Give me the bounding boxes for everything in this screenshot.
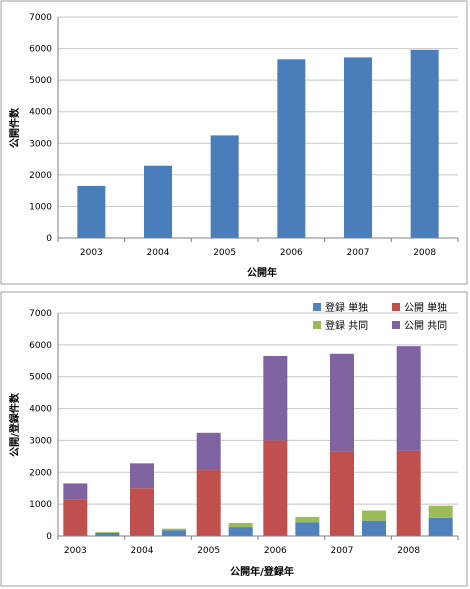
c2-legend-label: 登録 共同 — [325, 319, 368, 332]
chart2-y-tick-labels: 0 1000 2000 3000 4000 5000 6000 7000 — [29, 309, 52, 542]
c1-bar-2006 — [277, 59, 306, 239]
c1-y-tick-label: 2000 — [29, 171, 52, 181]
c1-x-tick-label: 2008 — [413, 248, 436, 258]
chart2-x-tick-labels: 2003 2004 2005 2006 2007 2008 — [64, 546, 421, 556]
c2-bar-2008-登録-共同 — [428, 505, 453, 518]
c2-bar-2007-公開-共同 — [330, 353, 354, 452]
c2-x-tick-label: 2003 — [64, 546, 87, 556]
c2-bar-2008-公開-共同 — [396, 346, 421, 451]
c2-y-tick-label: 0 — [46, 532, 52, 542]
c2-bar-2006-公開-単独 — [263, 440, 288, 536]
c2-bar-2006-登録-単独 — [295, 522, 320, 536]
c2-bar-2006-登録-共同 — [295, 516, 320, 523]
c1-y-tick-label: 1000 — [29, 202, 52, 212]
chart1-x-axis-title: 公開年 — [247, 266, 277, 279]
c2-y-tick-label: 5000 — [29, 373, 52, 383]
chart2-y-axis-title: 公開/登録件数 — [8, 392, 21, 457]
c2-bar-2004-公開-単独 — [130, 488, 154, 536]
c2-bar-2006-公開-共同 — [263, 356, 288, 441]
c2-bar-2004-登録-単独 — [162, 530, 186, 536]
c2-y-tick-label: 7000 — [29, 309, 52, 319]
c2-x-tick-label: 2008 — [397, 546, 420, 556]
chart1-y-axis-title: 公開件数 — [8, 107, 21, 148]
chart2-x-axis-title: 公開年/登録年 — [230, 565, 294, 578]
c1-bar-2003 — [77, 185, 106, 238]
c1-x-tick-label: 2006 — [280, 248, 303, 258]
c2-bar-2005-公開-共同 — [196, 432, 221, 471]
c1-bar-2008 — [410, 49, 439, 238]
c2-bar-2007-公開-単独 — [330, 451, 354, 536]
c1-bar-2005 — [210, 135, 239, 238]
c1-x-tick-label: 2005 — [213, 248, 236, 258]
c2-bar-2005-登録-共同 — [228, 522, 253, 528]
c1-bar-2004 — [144, 165, 172, 238]
c2-x-tick-label: 2007 — [331, 546, 354, 556]
c2-bar-2003-登録-単独 — [95, 532, 120, 536]
c2-bar-2003-公開-単独 — [63, 499, 88, 536]
chart2-frame — [0, 291, 468, 587]
c2-legend-swatch — [392, 321, 400, 329]
c2-y-tick-label: 3000 — [29, 436, 52, 446]
c2-bar-2008-登録-単独 — [428, 517, 453, 536]
c2-y-tick-label: 6000 — [29, 341, 52, 351]
c1-y-tick-label: 0 — [46, 234, 52, 244]
c1-y-tick-label: 4000 — [29, 108, 52, 118]
c2-y-tick-label: 2000 — [29, 468, 52, 478]
c2-bar-2005-登録-単独 — [228, 527, 253, 536]
chart1-x-tick-labels: 2003 2004 2005 2006 2007 2008 — [80, 248, 437, 258]
c2-legend-label: 公開 単独 — [404, 301, 447, 314]
c1-y-tick-label: 7000 — [29, 13, 52, 23]
c2-legend-swatch — [313, 303, 321, 311]
chart2-bars — [63, 346, 453, 536]
c1-x-tick-label: 2007 — [347, 248, 370, 258]
c2-legend-swatch — [392, 303, 400, 311]
c2-x-tick-label: 2006 — [264, 546, 287, 556]
c2-bar-2003-公開-共同 — [63, 483, 88, 500]
c2-bar-2004-登録-共同 — [162, 528, 186, 531]
c1-bar-2007 — [344, 57, 372, 238]
c2-bar-2004-公開-共同 — [130, 463, 154, 489]
c2-bar-2007-登録-共同 — [362, 510, 386, 521]
c2-y-tick-label: 1000 — [29, 500, 52, 510]
chart2-axes — [57, 313, 459, 540]
chart2-gridlines — [58, 312, 458, 505]
c1-y-tick-label: 3000 — [29, 139, 52, 149]
c2-x-tick-label: 2005 — [197, 546, 220, 556]
c2-legend-label: 公開 共同 — [404, 320, 447, 332]
c2-bar-2003-登録-共同 — [95, 531, 120, 533]
c1-y-tick-label: 6000 — [29, 45, 52, 55]
c1-x-tick-label: 2004 — [147, 248, 170, 258]
chart1-gridlines — [58, 16, 458, 207]
chart1-bars — [77, 49, 439, 239]
c1-y-tick-label: 5000 — [29, 76, 52, 86]
c2-legend-swatch — [313, 321, 321, 329]
c2-legend-label: 登録 単独 — [325, 301, 368, 314]
c2-x-tick-label: 2004 — [131, 546, 154, 556]
c2-bar-2008-公開-単独 — [396, 450, 421, 536]
chart1-y-tick-labels: 0 1000 2000 3000 4000 5000 6000 7000 — [29, 13, 52, 244]
c1-x-tick-label: 2003 — [80, 248, 103, 258]
c2-bar-2007-登録-単独 — [362, 520, 386, 536]
c2-bar-2005-公開-単独 — [196, 470, 221, 536]
c2-y-tick-label: 4000 — [29, 405, 52, 415]
chart1-axes — [57, 17, 459, 242]
